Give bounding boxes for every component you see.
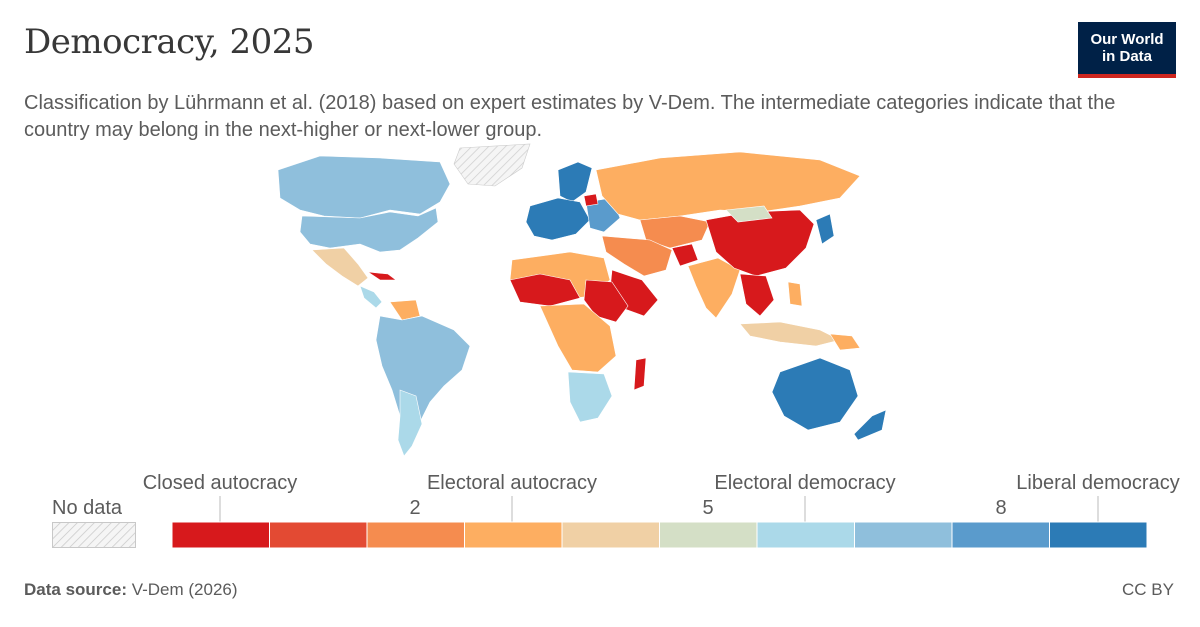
legend-bin-1[interactable] xyxy=(269,521,368,549)
usa-region[interactable] xyxy=(299,207,439,253)
legend-bin-5[interactable] xyxy=(659,521,758,549)
belarus-region[interactable] xyxy=(583,193,599,207)
legend-color-bar[interactable] xyxy=(172,496,1150,550)
new-zealand-region[interactable] xyxy=(853,409,887,441)
madagascar-region[interactable] xyxy=(633,357,647,391)
world-map[interactable] xyxy=(240,140,960,470)
owid-logo[interactable]: Our World in Data xyxy=(1078,22,1176,78)
logo-line2: in Data xyxy=(1101,48,1152,65)
legend-category-liberal-democracy: Liberal democracy xyxy=(1016,472,1180,494)
mexico-region[interactable] xyxy=(311,247,369,287)
north-america-north-region[interactable] xyxy=(277,155,451,219)
legend-tick-2: 2 xyxy=(409,497,421,519)
mongolia-region[interactable] xyxy=(725,205,773,223)
data-source-label: Data source: xyxy=(24,580,127,599)
license-label[interactable]: CC BY xyxy=(1122,580,1174,599)
korea-japan-region[interactable] xyxy=(815,213,835,245)
legend-tick-8: 8 xyxy=(995,497,1007,519)
indonesia-region[interactable] xyxy=(739,321,841,347)
logo-line1: Our World xyxy=(1090,31,1164,48)
data-source-value[interactable]: V-Dem (2026) xyxy=(131,580,238,599)
sahel-region[interactable] xyxy=(509,273,581,307)
legend-bin-4[interactable] xyxy=(561,521,660,549)
papua-region[interactable] xyxy=(829,333,861,351)
legend-bin-2[interactable] xyxy=(366,521,465,549)
chart-title: Democracy, 2025 xyxy=(24,22,315,62)
chile-argentina-region[interactable] xyxy=(397,389,423,457)
legend-category-electoral-autocracy: Electoral autocracy xyxy=(426,472,598,494)
turkey-iran-region[interactable] xyxy=(601,235,673,277)
legend-category-electoral-democracy: Electoral democracy xyxy=(714,472,896,494)
legend-bin-7[interactable] xyxy=(854,521,953,549)
central-africa-region[interactable] xyxy=(539,303,617,373)
legend-bin-6[interactable] xyxy=(756,521,855,549)
central-america-region[interactable] xyxy=(359,285,383,309)
legend-category-closed-autocracy: Closed autocracy xyxy=(142,472,298,494)
no-data-label: No data xyxy=(52,497,123,519)
china-region[interactable] xyxy=(705,209,815,277)
australia-region[interactable] xyxy=(771,357,859,431)
legend-bin-0[interactable] xyxy=(172,521,270,549)
chart-subtitle: Classification by Lührmann et al. (2018)… xyxy=(24,92,1116,141)
venezuela-region[interactable] xyxy=(389,299,421,321)
western-europe-region[interactable] xyxy=(525,197,591,241)
legend-bin-3[interactable] xyxy=(464,521,563,549)
india-region[interactable] xyxy=(687,257,741,319)
data-source: Data source: V-Dem (2026) xyxy=(24,580,238,600)
cuba-region[interactable] xyxy=(367,271,397,281)
sudan-horn-region[interactable] xyxy=(583,279,629,323)
afghanistan-region[interactable] xyxy=(671,243,699,267)
southeast-asia-region[interactable] xyxy=(739,273,775,317)
philippines-region[interactable] xyxy=(787,281,803,307)
legend-bin-8[interactable] xyxy=(951,521,1050,549)
russia-region[interactable] xyxy=(595,151,861,221)
no-data-swatch xyxy=(52,522,136,548)
south-america-region[interactable] xyxy=(375,315,471,457)
southern-africa-region[interactable] xyxy=(567,371,613,423)
legend-tick-5: 5 xyxy=(702,497,714,519)
greenland-region[interactable] xyxy=(453,143,531,187)
scandinavia-region[interactable] xyxy=(557,161,593,203)
legend-bin-9[interactable] xyxy=(1049,521,1148,549)
